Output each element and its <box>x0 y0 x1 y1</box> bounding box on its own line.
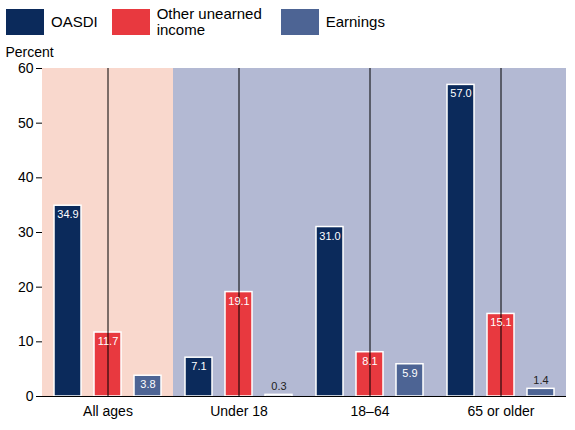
svg-text:5.9: 5.9 <box>402 367 417 379</box>
svg-text:1.4: 1.4 <box>533 374 548 386</box>
svg-text:60: 60 <box>18 60 34 76</box>
svg-text:34.9: 34.9 <box>57 208 78 220</box>
html-text:Other unearned income: Other unearned income <box>156 5 262 38</box>
svg-text:8.1: 8.1 <box>362 355 377 367</box>
svg-text:Under 18: Under 18 <box>210 403 268 419</box>
svg-text:40: 40 <box>18 169 34 185</box>
svg-text:57.0: 57.0 <box>450 87 471 99</box>
svg-text:10: 10 <box>18 333 34 349</box>
svg-text:20: 20 <box>18 279 34 295</box>
svg-text:3.8: 3.8 <box>140 378 155 390</box>
svg-text:65 or older: 65 or older <box>468 403 535 419</box>
svg-text:15.1: 15.1 <box>490 316 511 328</box>
svg-text:31.0: 31.0 <box>319 230 340 242</box>
svg-text:All ages: All ages <box>83 403 133 419</box>
svg-text:30: 30 <box>18 224 34 240</box>
svg-text:50: 50 <box>18 115 34 131</box>
html-text:Earnings: Earnings <box>325 13 385 30</box>
svg-text:18–64: 18–64 <box>351 403 390 419</box>
svg-text:7.1: 7.1 <box>191 360 206 372</box>
svg-text:11.7: 11.7 <box>98 335 119 347</box>
svg-text:0.3: 0.3 <box>271 380 286 392</box>
svg-text:0: 0 <box>26 388 34 404</box>
html-text:OASDI: OASDI <box>51 13 98 30</box>
svg-text:Percent: Percent <box>6 44 54 60</box>
svg-text:19.1: 19.1 <box>228 295 249 307</box>
